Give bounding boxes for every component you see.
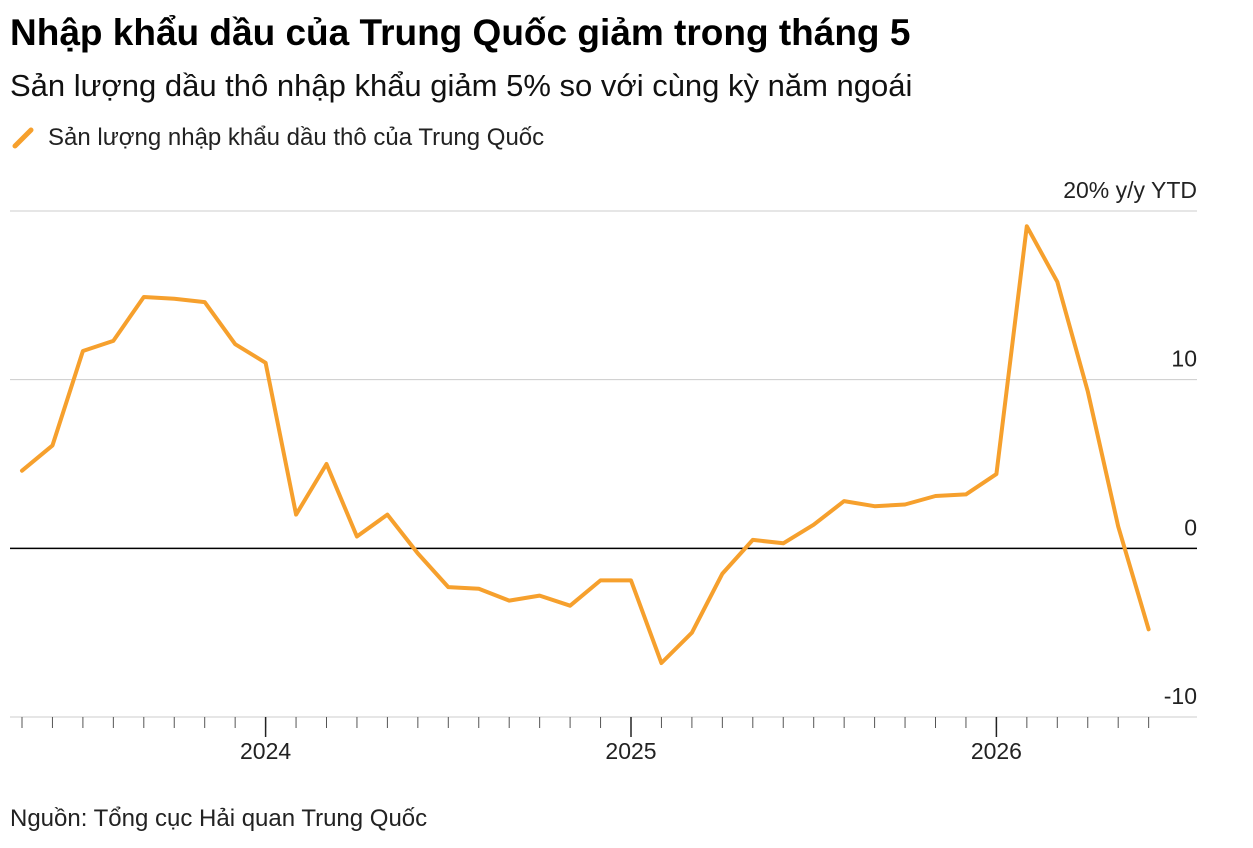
gridlines (10, 210, 1197, 718)
x-tick-label: 2024 (240, 738, 291, 764)
legend-swatch-icon (12, 127, 34, 149)
series-layer (20, 224, 1151, 665)
y-tick-label: 20% y/y YTD (1063, 177, 1197, 203)
chart-subtitle: Sản lượng dầu thô nhập khẩu giảm 5% so v… (10, 68, 913, 103)
series-line-crude-imports (20, 224, 1151, 665)
legend-label: Sản lượng nhập khẩu dầu thô của Trung Qu… (48, 124, 545, 151)
x-tick-label: 2025 (605, 738, 656, 764)
y-tick-label: 0 (1184, 514, 1197, 540)
x-axis (21, 717, 1150, 737)
x-tick-label: 2026 (971, 738, 1022, 764)
chart-title: Nhập khẩu dầu của Trung Quốc giảm trong … (10, 12, 911, 53)
tick-labels: 20% y/y YTD 10 0 -10 2024 2025 2026 (240, 177, 1197, 764)
source-note: Nguồn: Tổng cục Hải quan Trung Quốc (10, 805, 428, 832)
legend: Sản lượng nhập khẩu dầu thô của Trung Qu… (10, 124, 544, 152)
y-tick-label: -10 (1164, 683, 1197, 709)
y-tick-label: 10 (1171, 346, 1197, 372)
